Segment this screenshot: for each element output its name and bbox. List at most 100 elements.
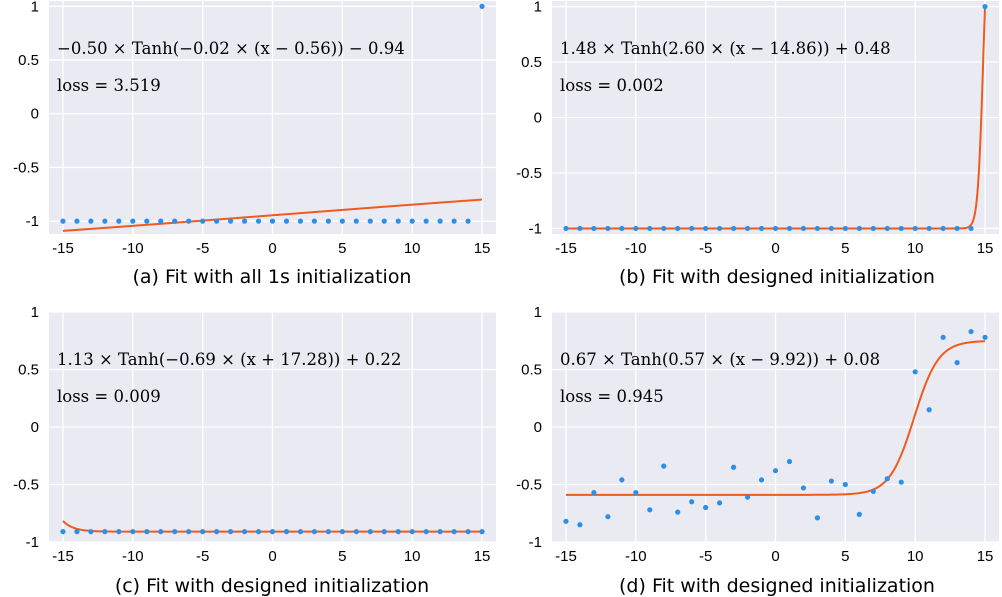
data-point xyxy=(311,529,318,535)
y-tick-label: -0.5 xyxy=(13,159,39,176)
x-tick-label: 10 xyxy=(907,240,924,257)
data-point xyxy=(842,225,848,232)
data-point xyxy=(367,529,373,535)
data-point xyxy=(130,218,136,224)
x-tick-label: 10 xyxy=(907,548,924,565)
data-point xyxy=(661,225,667,232)
x-tick-label: -10 xyxy=(625,548,647,565)
x-tick-label: 5 xyxy=(841,548,849,565)
data-point xyxy=(479,529,485,535)
data-point xyxy=(409,529,415,535)
data-point xyxy=(451,529,457,535)
data-point xyxy=(730,464,737,470)
data-point xyxy=(283,529,290,535)
data-point xyxy=(884,225,890,232)
data-point xyxy=(423,218,429,224)
loss-label: loss = 0.945 xyxy=(560,387,664,406)
data-point xyxy=(577,522,583,528)
data-point xyxy=(423,529,429,535)
data-point xyxy=(144,529,150,535)
data-point xyxy=(227,529,234,535)
data-point xyxy=(255,218,262,224)
data-point xyxy=(772,468,779,474)
data-point xyxy=(717,225,723,232)
data-point xyxy=(102,218,108,224)
equation-label: 0.67 × Tanh(0.57 × (x − 9.92)) + 0.08 xyxy=(560,350,880,369)
data-point xyxy=(647,225,653,232)
data-point xyxy=(661,463,667,469)
data-point xyxy=(353,529,359,535)
data-point xyxy=(605,225,611,232)
y-tick-label: -1 xyxy=(26,534,39,551)
data-point xyxy=(786,225,793,232)
data-point xyxy=(940,334,946,340)
data-point xyxy=(88,529,94,535)
panel-caption: (d) Fit with designed initialization xyxy=(619,575,935,597)
x-tick-label: 0 xyxy=(268,548,276,565)
data-point xyxy=(633,225,639,232)
y-tick-label: 0 xyxy=(534,110,542,127)
x-tick-label: 0 xyxy=(771,240,779,257)
data-point xyxy=(311,218,318,224)
data-point xyxy=(744,494,751,500)
x-tick-label: -15 xyxy=(555,240,577,257)
y-tick-label: 1 xyxy=(31,304,39,321)
loss-label: loss = 0.002 xyxy=(560,76,664,95)
y-tick-label: 0.5 xyxy=(18,52,39,69)
data-point xyxy=(828,478,834,484)
data-point xyxy=(730,225,737,232)
data-point xyxy=(395,529,401,535)
data-point xyxy=(898,225,904,232)
data-point xyxy=(214,218,220,224)
data-point xyxy=(856,225,862,232)
x-tick-label: -15 xyxy=(555,548,577,565)
y-tick-label: -1 xyxy=(529,534,542,551)
data-point xyxy=(325,529,331,535)
data-point xyxy=(619,225,625,232)
data-point xyxy=(926,407,932,413)
data-point xyxy=(675,509,681,515)
data-point xyxy=(675,225,681,232)
data-point xyxy=(255,529,262,535)
data-point xyxy=(395,218,401,224)
data-point xyxy=(130,529,136,535)
x-tick-label: -5 xyxy=(196,548,209,565)
data-point xyxy=(186,529,192,535)
data-point xyxy=(116,218,122,224)
data-point xyxy=(758,477,765,483)
data-point xyxy=(703,225,709,232)
y-tick-label: 0 xyxy=(31,106,39,123)
x-tick-label: 5 xyxy=(338,240,346,257)
y-tick-label: -0.5 xyxy=(516,165,542,182)
data-point xyxy=(689,499,695,505)
data-point xyxy=(786,458,793,465)
data-point xyxy=(619,477,625,483)
data-point xyxy=(381,529,387,535)
data-point xyxy=(200,218,206,224)
data-point xyxy=(409,218,415,224)
data-point xyxy=(437,218,443,224)
x-tick-label: -5 xyxy=(196,240,209,257)
data-point xyxy=(898,479,904,485)
y-tick-label: 0.5 xyxy=(521,362,542,379)
data-point xyxy=(269,218,276,224)
data-point xyxy=(60,529,66,535)
data-point xyxy=(227,218,234,224)
x-tick-label: 15 xyxy=(474,240,491,257)
data-point xyxy=(214,529,220,535)
panel-caption: (c) Fit with designed initialization xyxy=(115,575,429,597)
data-point xyxy=(74,529,80,535)
data-point xyxy=(912,225,918,232)
data-point xyxy=(241,529,248,535)
x-tick-label: 5 xyxy=(338,548,346,565)
data-point xyxy=(605,514,611,520)
x-tick-label: 10 xyxy=(404,548,421,565)
data-point xyxy=(283,218,290,224)
data-point xyxy=(870,488,876,494)
x-tick-label: -10 xyxy=(122,548,144,565)
data-point xyxy=(116,529,122,535)
loss-label: loss = 3.519 xyxy=(57,76,161,95)
y-tick-label: 1 xyxy=(31,0,39,15)
data-point xyxy=(814,515,821,521)
data-point xyxy=(297,218,304,224)
